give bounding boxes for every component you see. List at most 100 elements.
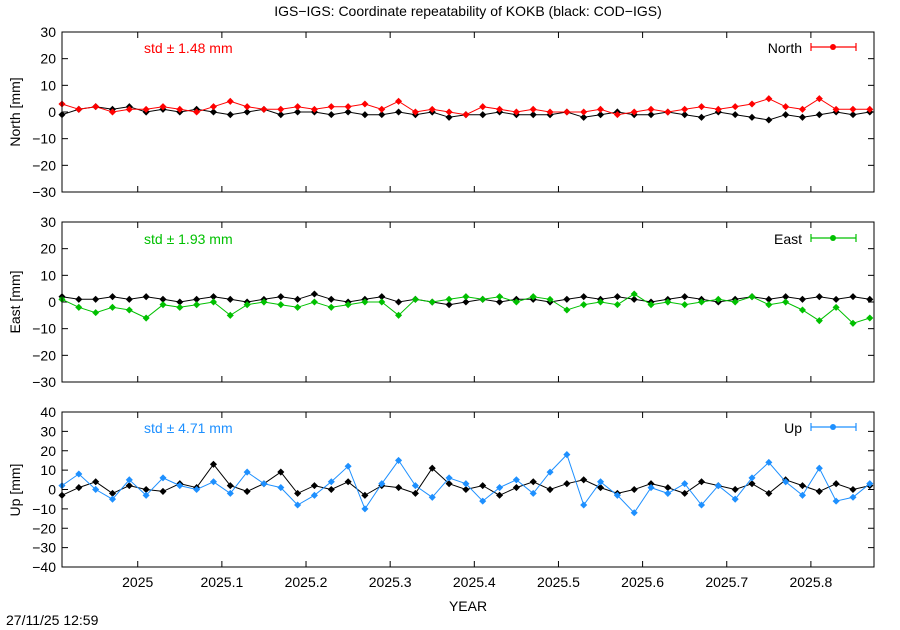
east-series-point xyxy=(395,311,403,319)
east-y-axis-label: East [mm] xyxy=(7,270,23,333)
x-tick-label: 2025.2 xyxy=(285,574,328,590)
north-series-point xyxy=(647,105,655,113)
east-series-point xyxy=(748,293,756,301)
x-axis-label: YEAR xyxy=(449,598,487,614)
north-legend-label: North xyxy=(768,40,802,56)
up-reference-point xyxy=(849,485,857,494)
east-series-point xyxy=(193,301,201,309)
east-series-point xyxy=(159,301,167,309)
north-series-point xyxy=(697,103,706,111)
north-series-point xyxy=(226,97,234,105)
up-series-point xyxy=(563,451,571,459)
east-series-point xyxy=(462,293,470,301)
north-reference-point xyxy=(815,111,823,119)
north-series-point xyxy=(327,103,335,111)
up-series-point xyxy=(260,480,268,488)
east-plot-frame xyxy=(61,221,875,383)
up-series-point xyxy=(108,495,117,503)
chart-title: IGS−IGS: Coordinate repeatability of KOK… xyxy=(274,3,662,19)
east-series-point xyxy=(613,301,621,309)
north-series-point xyxy=(782,103,790,111)
east-panel: 30 20 10 0 −10 −20 −30 East [mm] std ± 1.93 mm… xyxy=(7,214,875,390)
east-series-point xyxy=(75,303,83,311)
up-series-point xyxy=(815,464,823,472)
east-series-point xyxy=(866,314,874,322)
north-reference-point xyxy=(344,108,352,116)
east-y-tick-label: 30 xyxy=(40,214,56,230)
east-legend: East xyxy=(774,231,857,247)
x-tick-label: 2025.8 xyxy=(789,574,832,590)
up-reference-point xyxy=(327,485,335,494)
east-reference-point xyxy=(92,295,100,303)
up-series-point xyxy=(445,474,453,482)
up-series-point xyxy=(243,468,251,476)
north-series-point xyxy=(681,105,689,113)
east-series-point xyxy=(630,290,638,298)
east-series-point xyxy=(226,311,234,319)
east-legend-marker xyxy=(830,235,836,241)
north-reference-point xyxy=(294,108,302,116)
east-reference-point xyxy=(327,295,335,303)
north-series-point xyxy=(529,105,537,113)
north-y-tick-label: 10 xyxy=(40,77,56,93)
up-series-point xyxy=(176,482,184,490)
north-panel: 30 20 10 0 −10 −20 −30 North [mm] std ± 1.48 m… xyxy=(7,24,875,200)
up-series-point xyxy=(597,478,605,486)
east-reference-point xyxy=(563,295,571,303)
up-reference-point xyxy=(445,480,453,488)
east-series-point xyxy=(546,295,554,303)
north-series-point xyxy=(75,105,83,113)
up-legend-marker xyxy=(830,424,836,430)
east-y-ticks: 30 20 10 0 −10 −20 −30 xyxy=(32,214,874,390)
north-series-point xyxy=(378,105,386,113)
east-series-point xyxy=(344,301,352,309)
up-reference-point xyxy=(361,491,369,499)
east-series-point xyxy=(125,306,133,314)
east-series-point xyxy=(277,301,285,309)
up-y-tick-label: −10 xyxy=(32,501,56,517)
north-series-point xyxy=(361,100,369,108)
north-series-point xyxy=(294,103,302,111)
north-reference-point xyxy=(361,111,369,119)
east-reference-point xyxy=(310,290,318,298)
up-series-point xyxy=(630,509,638,517)
north-series-point xyxy=(277,105,285,113)
up-series-point xyxy=(580,501,588,509)
north-reference-point xyxy=(782,111,790,119)
east-series-point xyxy=(92,309,100,317)
east-series-point xyxy=(563,306,571,314)
x-tick-label: 2025.5 xyxy=(537,574,580,590)
north-reference-point xyxy=(378,111,386,119)
x-tick-label: 2025 xyxy=(122,574,153,590)
up-reference-point xyxy=(563,480,571,488)
up-x-ticks: 2025 2025.1 2025.2 2025.3 2025.4 2025.5 2025.6… xyxy=(122,412,833,590)
north-series-point xyxy=(563,108,571,116)
east-series-point xyxy=(832,303,840,311)
north-reference-point xyxy=(395,108,403,116)
north-y-tick-label: 20 xyxy=(40,51,56,67)
east-series-point xyxy=(714,295,722,303)
north-series xyxy=(58,95,874,124)
north-reference-point xyxy=(243,108,251,116)
up-series-point xyxy=(866,480,874,488)
north-reference-point xyxy=(765,116,773,124)
up-reference-point xyxy=(731,485,739,494)
up-reference-point xyxy=(529,478,537,486)
east-series-point xyxy=(445,295,453,303)
north-y-tick-label: 0 xyxy=(48,104,56,120)
up-series-point xyxy=(529,489,537,497)
east-reference-point xyxy=(142,293,150,301)
north-series-point xyxy=(765,95,773,103)
north-series-point xyxy=(714,105,722,113)
east-reference-point xyxy=(226,295,234,303)
up-reference-point xyxy=(75,484,83,492)
north-series-point xyxy=(748,100,756,108)
up-y-tick-label: −30 xyxy=(32,540,56,556)
x-tick-label: 2025.4 xyxy=(453,574,496,590)
up-series-point xyxy=(226,489,234,497)
up-reference-point xyxy=(546,485,554,494)
north-x-ticks xyxy=(137,32,812,192)
north-series-point xyxy=(445,108,453,116)
up-plot-frame xyxy=(61,411,875,568)
